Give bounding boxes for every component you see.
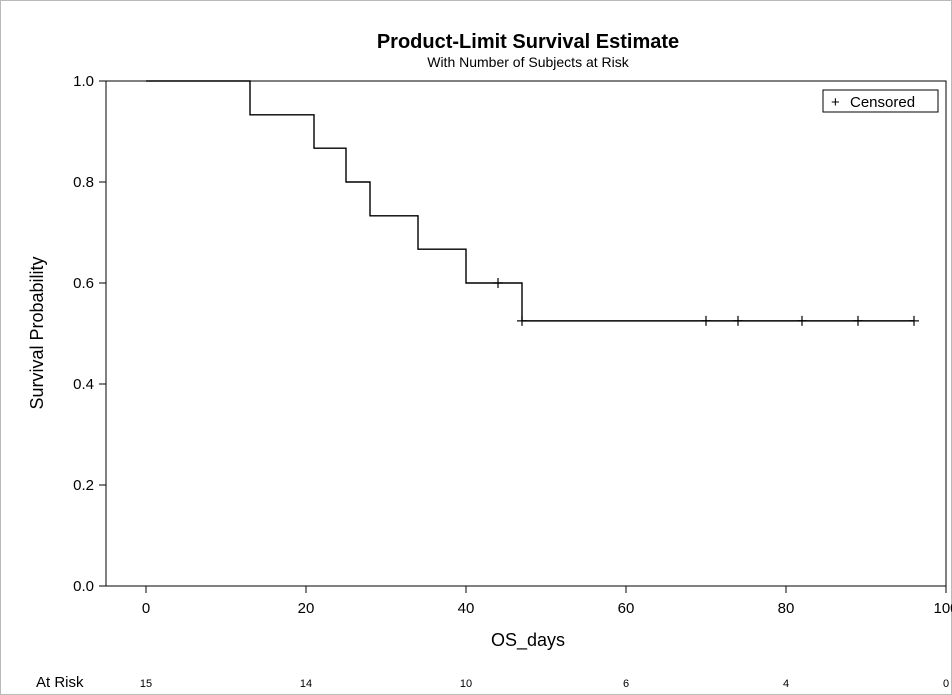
plot-area [105,80,947,587]
y-tick-label: 0.0 [73,578,94,595]
at-risk-row: 15 14 10 6 4 0 [140,678,949,690]
chart-subtitle: With Number of Subjects at Risk [427,54,630,70]
censor-mark [517,315,527,326]
x-tick-label: 20 [298,600,315,617]
y-tick-label: 0.6 [73,275,94,292]
legend-box [822,89,939,113]
at-risk-count: 0 [943,678,949,690]
at-risk-count: 6 [623,678,629,690]
y-tick-label: 0.8 [73,174,94,191]
x-tick-label: 100 [933,600,952,617]
y-tick-label: 1.0 [73,73,94,90]
x-tick-label: 0 [142,600,150,617]
y-tick-label: 0.4 [73,376,94,393]
censor-mark [797,315,807,326]
censor-mark [493,278,503,288]
at-risk-count: 14 [300,678,312,690]
survival-step-curve [146,80,914,322]
x-tick-label: 40 [458,600,475,617]
chart-title: Product-Limit Survival Estimate [377,31,679,53]
at-risk-label: At Risk [36,674,84,691]
x-axis: 0 20 40 60 80 100 [142,586,952,617]
y-tick-label: 0.2 [73,477,94,494]
x-tick-label: 60 [618,600,635,617]
y-axis: 0.0 0.2 0.4 0.6 0.8 1.0 [73,73,106,595]
legend: + Censored [822,89,939,113]
at-risk-count: 10 [460,678,472,690]
censor-mark [853,315,863,326]
x-tick-label: 80 [778,600,795,617]
at-risk-count: 15 [140,678,152,690]
x-axis-label: OS_days [491,630,565,651]
censor-mark [701,315,711,326]
legend-marker: + [831,94,840,111]
censor-mark [909,315,919,326]
censor-marks [493,278,919,326]
at-risk-count: 4 [783,678,789,690]
y-axis-label: Survival Probability [27,256,47,409]
legend-label: Censored [850,94,915,111]
censor-mark [733,315,743,326]
